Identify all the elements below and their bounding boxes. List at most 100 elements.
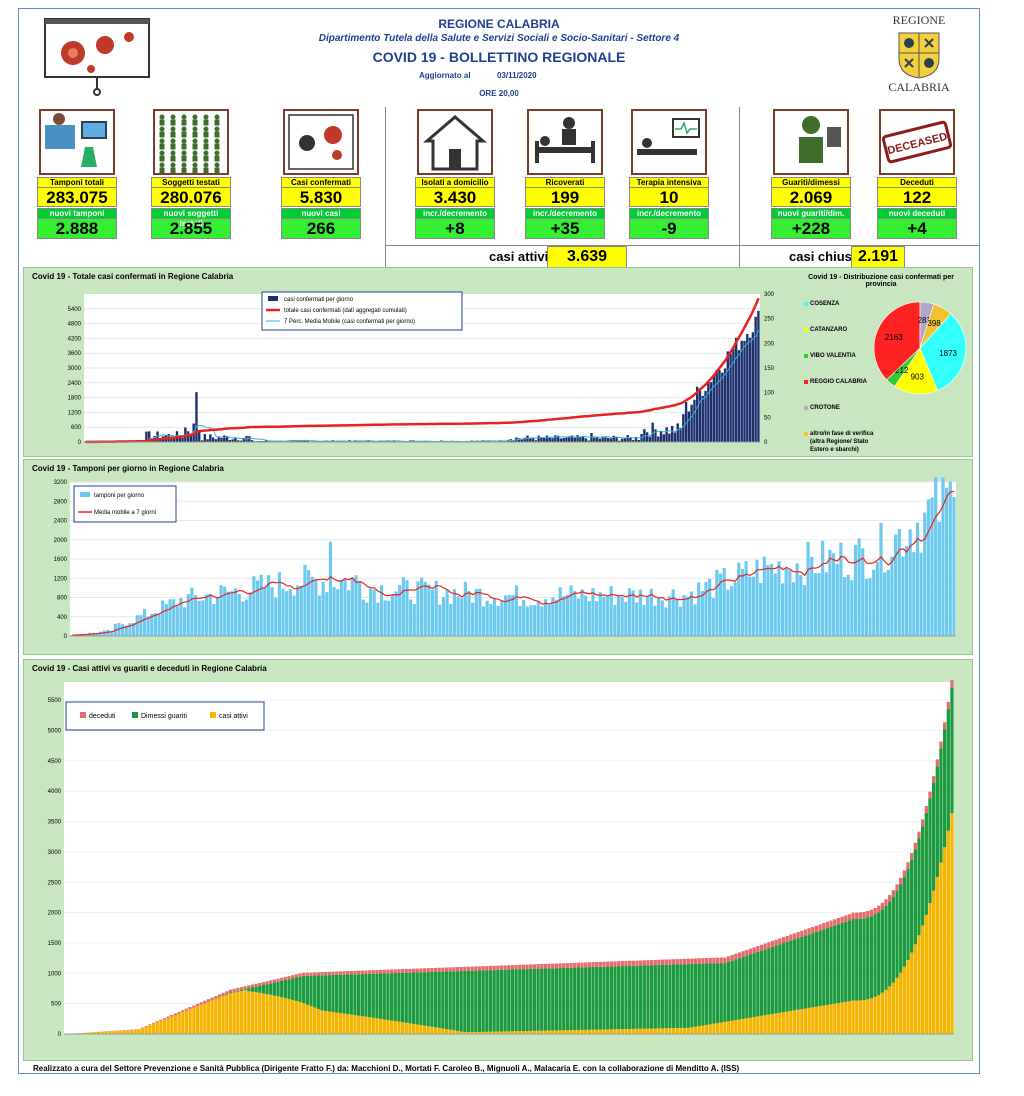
active-cases-bar (104, 1031, 108, 1034)
recovered-bar (225, 994, 229, 995)
swab-bar (529, 605, 533, 636)
active-cases-bar (144, 1026, 148, 1034)
deceased-bar (704, 958, 709, 964)
active-cases-bar (807, 1007, 811, 1034)
deceased-bar (822, 923, 826, 930)
recovered-bar (587, 967, 592, 1030)
active-cases-bar (433, 1027, 438, 1034)
updated-label: Aggiornato al (419, 71, 471, 80)
recovered-bar (291, 978, 295, 1000)
active-cases-bar (210, 1000, 214, 1034)
active-cases-bar (250, 991, 255, 1034)
daily-case-bar (570, 435, 574, 442)
deceased-bar (554, 963, 559, 969)
recovered-bar (232, 991, 236, 993)
recovered-bar (558, 968, 562, 1031)
legend-swatch (80, 492, 90, 497)
swab-bar (409, 599, 413, 636)
recovered-bar (671, 964, 676, 1029)
swab-bar (449, 603, 453, 636)
recovered-bar (840, 923, 844, 1003)
deceased-bar (518, 964, 522, 970)
kpi-value: 5.830 (281, 188, 361, 207)
swab-bar (394, 591, 398, 636)
recovered-bar (411, 972, 416, 1024)
deceased-bar (221, 992, 225, 996)
y-tick: 3000 (48, 850, 62, 856)
recovered-bar (679, 964, 683, 1028)
deceased-bar (734, 953, 738, 960)
active-cases-bar (781, 1012, 786, 1034)
active-cases-bar (507, 1031, 511, 1034)
active-cases-bar (617, 1029, 621, 1034)
daily-case-bar (517, 438, 521, 442)
deceased-bar (265, 981, 269, 985)
swab-bar (507, 594, 511, 636)
deceased-bar (463, 966, 467, 971)
active-cases-bar (118, 1030, 123, 1034)
swab-bar (460, 598, 464, 636)
deceased-bar (269, 980, 273, 984)
swab-bar (245, 599, 249, 636)
active-cases-bar (203, 1003, 207, 1034)
active-cases-bar (935, 877, 939, 1034)
deceased-bar (166, 1016, 170, 1018)
deceased-bar (778, 938, 782, 945)
swab-bar (430, 589, 435, 636)
swab-bar (817, 573, 821, 636)
people-grid-icon (153, 109, 229, 175)
swab-bar (846, 574, 850, 636)
active-cases-bar (503, 1031, 507, 1034)
active-cases-bar (382, 1019, 386, 1034)
kpi-label: Isolati a domicilio (415, 177, 495, 188)
deceased-bar (591, 962, 595, 968)
deceased-bar (642, 960, 646, 966)
deceased-bar (895, 884, 899, 892)
active-cases-bar (477, 1031, 482, 1034)
deceased-bar (584, 962, 588, 968)
deceased-bar (477, 966, 482, 971)
recovered-bar (877, 912, 881, 996)
swab-bar (398, 585, 402, 636)
active-cases-bar (921, 925, 925, 1034)
daily-case-bar (306, 440, 309, 442)
recovered-bar (320, 975, 324, 1011)
swab-bar (230, 591, 234, 636)
active-cases-bar (745, 1018, 749, 1034)
swab-bar (853, 544, 858, 636)
swab-bar (609, 586, 613, 636)
active-cases-bar (565, 1030, 570, 1034)
closed-cases-label: casi chiusi (789, 249, 856, 264)
swab-bar (456, 596, 460, 636)
deceased-bar (155, 1021, 159, 1023)
swab-bar (339, 579, 343, 636)
swab-bar (591, 588, 595, 636)
active-cases-bar (371, 1017, 375, 1034)
daily-case-bar (668, 433, 671, 442)
deceased-bar (243, 986, 247, 990)
deceased-bar (371, 970, 375, 974)
deceased-bar (192, 1005, 196, 1008)
deceased-bar (514, 964, 518, 970)
active-cases-bar (305, 1004, 309, 1034)
daily-case-bar (173, 438, 176, 442)
pie-value-label: 1873 (939, 349, 957, 358)
daily-case-bar (696, 386, 699, 442)
pie-legend-label: altro/in fase di verifica (altra Regione… (810, 431, 874, 453)
active-cases-bar (639, 1028, 643, 1034)
recovered-bar (459, 971, 463, 1032)
chart1-legend: casi confermati per giorno totale casi co… (261, 291, 463, 331)
active-cases-bar (759, 1015, 764, 1034)
daily-case-bar (712, 375, 716, 442)
deceased-bar (444, 967, 449, 972)
deceased-bar (712, 957, 716, 964)
active-cases-bar (444, 1029, 449, 1034)
active-cases-bar (346, 1014, 350, 1034)
deceased-bar (785, 935, 789, 942)
active-cases-bar (496, 1031, 500, 1034)
active-cases-bar (884, 989, 888, 1034)
deceased-bar (298, 973, 302, 977)
summary-divider (385, 245, 979, 246)
swab-bar (146, 616, 150, 636)
active-cases-bar (803, 1008, 808, 1034)
